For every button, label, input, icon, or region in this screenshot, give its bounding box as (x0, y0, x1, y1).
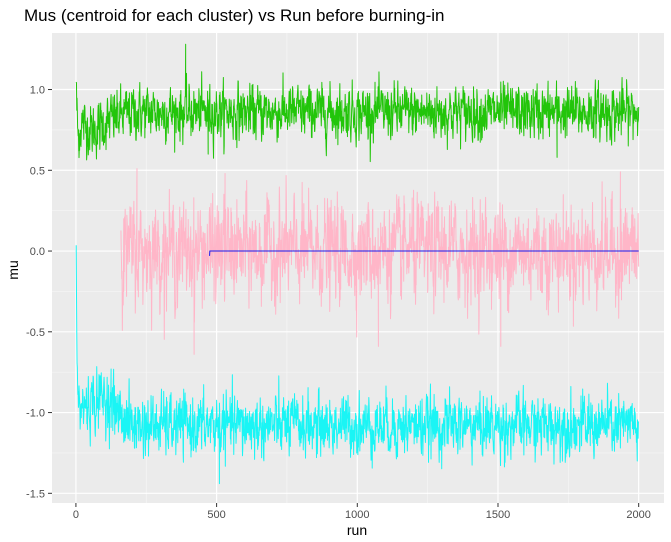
y-tick-label: 1.0 (30, 85, 45, 97)
x-tick-label: 0 (73, 509, 79, 521)
y-tick-label: -0.5 (26, 327, 45, 339)
chart-title: Mus (centroid for each cluster) vs Run b… (24, 6, 444, 25)
x-tick-label: 1500 (486, 509, 510, 521)
x-tick-label: 500 (207, 509, 225, 521)
y-axis-title: mu (5, 260, 21, 279)
x-tick-label: 2000 (626, 509, 650, 521)
y-tick-label: -1.5 (26, 488, 45, 500)
y-tick-label: -1.0 (26, 408, 45, 420)
x-axis-title: run (347, 522, 367, 538)
x-tick-labels: 0 500 1000 1500 2000 (73, 509, 651, 521)
y-tick-label: 0.5 (30, 165, 45, 177)
y-tick-labels: -1.5 -1.0 -0.5 0.0 0.5 1.0 (26, 85, 45, 501)
x-tick-label: 1000 (345, 509, 369, 521)
y-tick-label: 0.0 (30, 246, 45, 258)
